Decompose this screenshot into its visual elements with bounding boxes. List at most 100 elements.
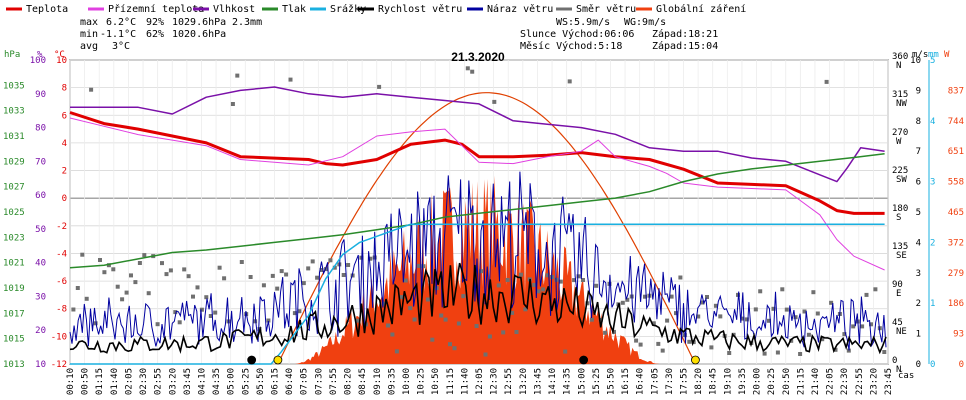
axis-solar-tick: 558: [948, 178, 964, 188]
wind-direction-point: [851, 324, 856, 329]
axis-press-tick: 1025: [3, 208, 25, 218]
axis-temp-tick: -6: [56, 277, 67, 287]
axis-press-tick: 1017: [3, 309, 25, 319]
x-tick-label: 00:10: [66, 368, 76, 395]
axis-press-tick: 1031: [3, 132, 25, 142]
x-tick-label: 18:45: [709, 368, 719, 395]
wind-direction-point: [824, 79, 829, 84]
wind-direction-point: [319, 268, 324, 272]
axis-temp-tick: 0: [62, 194, 67, 204]
axis-rain-tick: 4: [930, 117, 935, 127]
wind-direction-point: [355, 318, 359, 323]
x-tick-label: 04:35: [212, 368, 222, 395]
axis-dir-label: SE: [896, 251, 907, 261]
wind-direction-point: [492, 99, 497, 104]
x-tick-label: 14:35: [563, 368, 573, 395]
wind-direction-point: [155, 322, 160, 327]
x-tick-label: 01:15: [95, 368, 105, 395]
x-tick-label: 08:20: [344, 368, 354, 395]
axis-wind-tick: 3: [916, 269, 921, 279]
x-axis-title: čas: [898, 370, 914, 381]
axis-dir-label: E: [896, 289, 901, 299]
wind-direction-point: [727, 351, 732, 355]
axis-rain-tick: 3: [930, 178, 935, 188]
wind-direction-point: [448, 342, 452, 347]
x-tick-label: 12:55: [504, 368, 514, 395]
axis-hum-tick: 20: [35, 326, 46, 336]
wind-direction-point: [505, 278, 510, 282]
wind-direction-point: [208, 314, 213, 318]
wind-direction-points: [71, 66, 887, 357]
wind-gust-line: [69, 171, 887, 351]
x-tick-label: 02:55: [154, 368, 164, 395]
wind-direction-point: [775, 350, 780, 355]
axis-press-tick: 1027: [3, 183, 25, 193]
wind-direction-point: [523, 307, 528, 312]
wind-direction-point: [869, 322, 873, 327]
axis-wind-tick: 2: [916, 299, 921, 309]
x-tick-label: 05:25: [241, 368, 251, 395]
wind-direction-point: [75, 286, 80, 290]
x-tick-label: 12:30: [490, 368, 500, 395]
wind-direction-point: [846, 348, 851, 353]
axis-wind-tick: 9: [916, 86, 921, 96]
axis-dir-tick: 90: [892, 280, 903, 290]
wind-direction-point: [829, 300, 834, 305]
axis-temp-tick: -8: [56, 305, 67, 315]
wind-direction-point: [665, 318, 670, 323]
x-tick-label: 09:35: [387, 368, 397, 395]
wind-direction-point: [713, 303, 718, 308]
axis-dir-tick: 45: [892, 318, 903, 328]
axis-dir-label: N: [896, 365, 901, 375]
legend-label-hum: Vlhkost: [213, 4, 255, 15]
wind-direction-point: [612, 329, 616, 334]
axis-temp-tick: -4: [56, 249, 67, 259]
stat-sun-rise: Slunce Východ:06:06: [520, 28, 634, 40]
wind-direction-point: [386, 323, 390, 328]
wind-direction-point: [248, 275, 253, 279]
wind-direction-point: [567, 79, 572, 84]
wind-direction-point: [129, 273, 133, 278]
wind-direction-point: [873, 287, 878, 292]
legend-label-rain: Srážky: [330, 3, 366, 15]
axis-hum-unit: %: [37, 50, 43, 60]
x-tick-label: 12:05: [475, 368, 485, 395]
wind-direction-point: [261, 283, 266, 288]
axis-hum-tick: 30: [35, 292, 46, 302]
x-tick-label: 21:15: [796, 368, 806, 395]
axis-temp-tick: -12: [51, 360, 67, 370]
wind-direction-point: [421, 264, 426, 269]
wind-direction-point: [771, 306, 776, 311]
wind-direction-point: [222, 276, 227, 281]
axis-temp-tick: 6: [62, 111, 67, 121]
wind-direction-point: [204, 295, 209, 300]
series-press-line: [69, 152, 885, 269]
x-tick-label: 16:15: [621, 368, 631, 395]
wind-direction-point: [439, 313, 444, 318]
wind-direction-point: [332, 265, 337, 270]
x-tick-label: 21:40: [811, 368, 821, 395]
series-rain-line: [70, 223, 885, 365]
wind-direction-point: [199, 307, 204, 312]
wind-direction-point: [195, 285, 200, 290]
axis-dir-tick: 135: [892, 242, 908, 252]
wind-direction-point: [89, 87, 94, 92]
wind-direction-point: [266, 318, 271, 323]
wind-direction-point: [833, 347, 838, 352]
axis-dir-label: S: [896, 213, 901, 223]
axis-wind-unit: m/s: [912, 50, 928, 60]
wind-direction-point: [798, 352, 803, 356]
stat-min-label: min: [80, 29, 98, 40]
x-tick-label: 19:10: [723, 368, 733, 395]
axis-dir-tick: 360: [892, 52, 908, 62]
wind-direction-point: [581, 278, 585, 282]
x-tick-label: 18:20: [694, 368, 704, 395]
wind-direction-point: [137, 261, 142, 265]
stat-max-press: 1029.6hPa: [172, 17, 226, 28]
wind-direction-point: [279, 269, 284, 274]
wind-direction-point: [563, 349, 568, 354]
stat-max-hum: 92%: [146, 17, 164, 28]
axis-rain-tick: 5: [930, 56, 935, 66]
axis-dir-label: NW: [896, 99, 907, 109]
